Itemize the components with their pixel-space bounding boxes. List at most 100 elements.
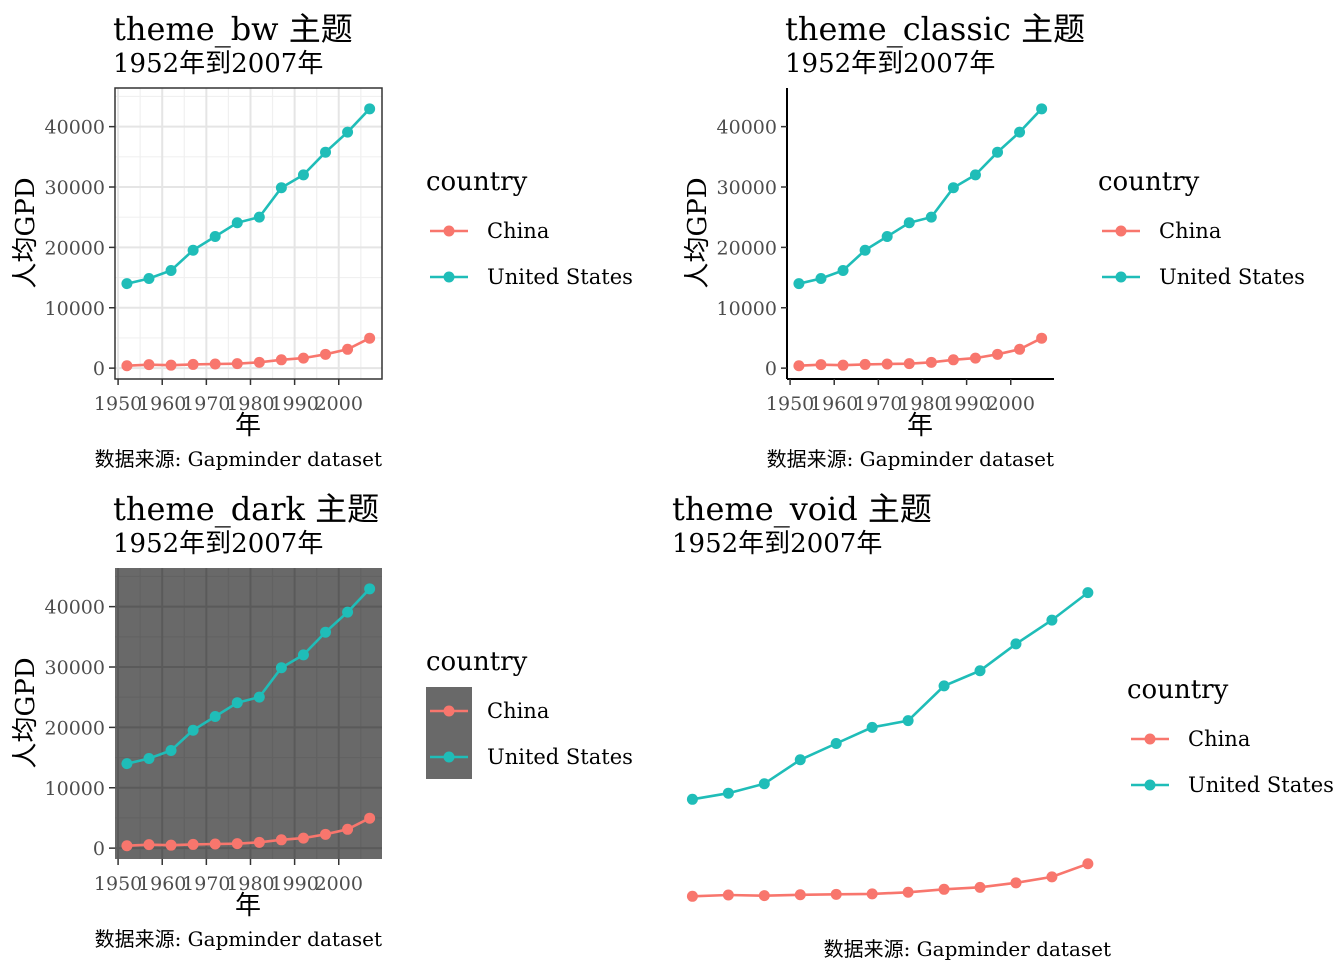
data-point-china (969, 352, 981, 364)
data-point-china (793, 360, 805, 372)
data-point-china (794, 889, 806, 901)
x-tick-label: 1960 (138, 393, 186, 415)
legend-title: country (1127, 675, 1229, 705)
y-tick-label: 30000 (717, 177, 777, 199)
data-point-united-states (364, 583, 376, 595)
data-point-united-states (143, 272, 155, 284)
x-tick-label: 2000 (315, 393, 363, 415)
x-tick-label: 2000 (987, 393, 1035, 415)
data-point-china (1046, 871, 1058, 883)
legend-label: United States (1159, 265, 1305, 289)
legend-label: China (1188, 727, 1250, 751)
data-point-china (253, 356, 265, 368)
data-point-china (297, 352, 309, 364)
legend-label: China (487, 219, 549, 243)
x-tick-label: 1950 (94, 393, 142, 415)
chart-title: theme_dark 主题 (113, 490, 379, 528)
data-point-china (974, 881, 986, 893)
data-point-united-states (187, 244, 199, 256)
data-point-united-states (364, 103, 376, 115)
legend-title: country (1098, 167, 1200, 197)
legend-key-point (443, 705, 455, 717)
data-point-china (275, 354, 287, 366)
chart-title: theme_bw 主题 (113, 10, 353, 48)
x-tick-label: 1990 (942, 393, 990, 415)
plot-background (115, 88, 382, 379)
data-point-united-states (1010, 638, 1022, 650)
data-point-china (187, 838, 199, 850)
chart-caption: 数据来源: Gapminder dataset (767, 447, 1054, 471)
data-point-china (342, 343, 354, 355)
data-point-china (187, 358, 199, 370)
x-tick-label: 1980 (898, 393, 946, 415)
data-point-china (947, 354, 959, 366)
data-point-china (275, 834, 287, 846)
y-tick-label: 40000 (45, 597, 105, 619)
chart-subtitle: 1952年到2007年 (672, 529, 882, 559)
legend-key-point (1144, 733, 1156, 745)
data-point-china (938, 883, 950, 895)
data-point-china (253, 836, 265, 848)
data-point-china (686, 890, 698, 902)
legend-key-background (426, 687, 472, 779)
data-point-china (121, 840, 133, 852)
data-point-china (1036, 332, 1048, 344)
data-point-united-states (231, 697, 243, 709)
chart-subtitle: 1952年到2007年 (113, 529, 323, 559)
legend-key-point (1115, 225, 1127, 237)
data-point-united-states (1046, 614, 1058, 626)
data-point-china (320, 828, 332, 840)
data-point-china (320, 348, 332, 360)
legend-key-point (443, 751, 455, 763)
x-tick-label: 1960 (138, 873, 186, 895)
data-point-china (992, 348, 1004, 360)
data-point-united-states (925, 211, 937, 223)
chart-subtitle: 1952年到2007年 (785, 49, 995, 79)
series-line-united-states (798, 107, 1043, 285)
data-point-united-states (686, 793, 698, 805)
data-point-united-states (121, 278, 133, 290)
data-point-united-states (793, 278, 805, 290)
data-point-united-states (253, 211, 265, 223)
data-point-united-states (758, 778, 770, 790)
data-point-united-states (209, 710, 221, 722)
data-point-china (364, 812, 376, 824)
chart-caption: 数据来源: Gapminder dataset (824, 937, 1111, 960)
series-line-china (692, 862, 1089, 898)
data-point-united-states (253, 691, 265, 703)
data-point-united-states (1014, 126, 1026, 138)
legend-title: country (426, 647, 528, 677)
data-point-china (297, 832, 309, 844)
data-point-united-states (209, 230, 221, 242)
y-axis-title: 人均GPD (11, 657, 41, 768)
data-point-china (722, 889, 734, 901)
data-point-united-states (866, 721, 878, 733)
data-point-united-states (320, 146, 332, 158)
data-point-united-states (947, 182, 959, 194)
chart-title: theme_classic 主题 (785, 10, 1085, 48)
data-point-united-states (902, 715, 914, 727)
plot-border (114, 87, 383, 380)
y-axis-title: 人均GPD (683, 177, 713, 288)
data-point-china (881, 358, 893, 370)
data-point-united-states (859, 244, 871, 256)
x-tick-label: 1990 (270, 393, 318, 415)
legend-key-point (443, 225, 455, 237)
y-tick-label: 40000 (717, 117, 777, 139)
legend-label: China (487, 699, 549, 723)
x-tick-label: 1950 (766, 393, 814, 415)
data-point-china (1014, 343, 1026, 355)
y-tick-label: 0 (93, 358, 105, 380)
data-point-united-states (1082, 587, 1094, 599)
y-tick-label: 30000 (45, 177, 105, 199)
chart-title: theme_void 主题 (672, 490, 932, 528)
x-tick-label: 1950 (94, 873, 142, 895)
data-point-united-states (815, 272, 827, 284)
legend-label: United States (1188, 773, 1334, 797)
data-point-united-states (275, 662, 287, 674)
y-tick-label: 10000 (717, 298, 777, 320)
x-tick-label: 1970 (182, 393, 230, 415)
data-point-united-states (275, 182, 287, 194)
